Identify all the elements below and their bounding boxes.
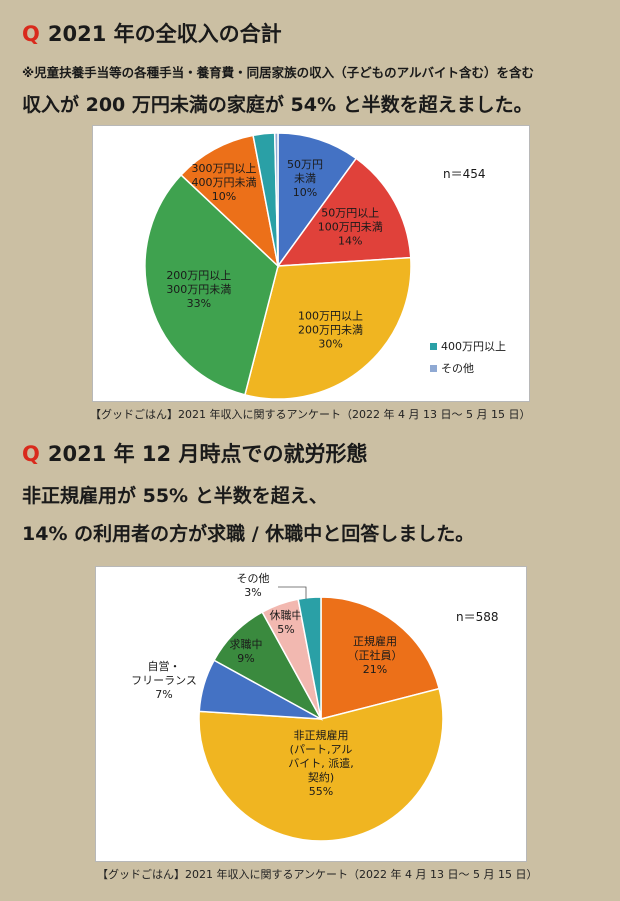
legend-swatch-0 bbox=[430, 343, 437, 350]
slice-label-5: その他 3% bbox=[237, 572, 270, 599]
slice-label-3: 200万円以上 300万円未満 33% bbox=[166, 269, 231, 310]
slice-label-1: 非正規雇用(パート,アルバイト, 派遣,契約) 55% bbox=[288, 728, 354, 798]
section1-title-text: 2021 年の全収入の合計 bbox=[47, 22, 282, 46]
pie-slice-2 bbox=[244, 256, 412, 400]
income-pie-chart: 50万円未満 10% 50万円以上 100万円未満 14% 100万円以上 200万円未満 3… bbox=[144, 132, 506, 400]
pie-slice-1 bbox=[276, 157, 412, 267]
legend-entry-0: 400万円以上 bbox=[441, 340, 506, 353]
sample-size-label: n＝588 bbox=[456, 610, 499, 624]
chart1-panel: 50万円未満 10% 50万円以上 100万円未満 14% 100万円以上 200万円未満 3… bbox=[92, 125, 530, 402]
pie-slice-3 bbox=[144, 173, 279, 396]
pie-slice-1 bbox=[198, 687, 444, 842]
section1-note: ※児童扶養手当等の各種手当・養育費・同居家族の収入（子どものアルバイト含む）を含… bbox=[22, 65, 535, 80]
pie-slice-4 bbox=[179, 134, 280, 269]
slice-label-2: 自営・フリーランス 7% bbox=[131, 659, 197, 701]
slice-label-4: 300万円以上 400万円未満 10% bbox=[192, 162, 257, 203]
section2-title: Q 2021 年 12 月時点での就労形態 bbox=[22, 438, 367, 468]
section1-lead: 収入が 200 万円未満の家庭が 54% と半数を超えました。 bbox=[22, 94, 533, 116]
section1-source: 【グッドごはん】2021 年収入に関するアンケート（2022 年 4 月 13 … bbox=[90, 408, 531, 421]
slice-label-1: 50万円以上 100万円未満 14% bbox=[318, 206, 383, 247]
section2-lead-1: 非正規雇用が 55% と半数を超え、 bbox=[22, 485, 328, 507]
slice-label-2: 100万円以上 200万円未満 30% bbox=[298, 310, 363, 351]
legend-entry-1: その他 bbox=[441, 362, 474, 375]
pie-slice-6 bbox=[273, 132, 279, 267]
q-mark: Q bbox=[22, 442, 40, 466]
pie-slice-0 bbox=[277, 132, 358, 269]
sample-size-label: n＝454 bbox=[443, 167, 486, 181]
employment-pie-chart: 正規雇用（正社員） 21% 非正規雇用(パート,アルバイト, 派遣,契約) 55% 自営… bbox=[131, 572, 499, 842]
q-mark: Q bbox=[22, 22, 40, 46]
chart2-panel: 正規雇用（正社員） 21% 非正規雇用(パート,アルバイト, 派遣,契約) 55% 自営… bbox=[95, 566, 527, 862]
slice-label-0: 正規雇用（正社員） 21% bbox=[348, 634, 403, 676]
section2-source: 【グッドごはん】2021 年収入に関するアンケート（2022 年 4 月 13 … bbox=[97, 868, 538, 881]
leader-line-5 bbox=[278, 586, 307, 599]
section2-title-text: 2021 年 12 月時点での就労形態 bbox=[47, 442, 368, 466]
slice-label-3: 求職中 9% bbox=[230, 638, 263, 665]
pie-slice-0 bbox=[320, 596, 441, 720]
section1-title: Q 2021 年の全収入の合計 bbox=[22, 18, 282, 48]
legend-swatch-1 bbox=[430, 365, 437, 372]
slice-label-0: 50万円未満 10% bbox=[287, 158, 323, 199]
slice-label-4: 休職中 5% bbox=[270, 609, 303, 636]
section2-lead-2: 14% の利用者の方が求職 / 休職中と回答しました。 bbox=[22, 523, 475, 545]
pie-slice-5 bbox=[297, 596, 322, 720]
